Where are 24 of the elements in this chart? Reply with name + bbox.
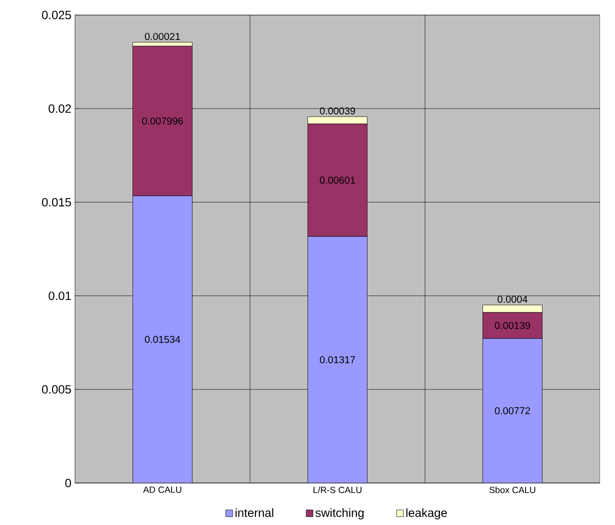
x-tick-label: AD CALU [143,486,182,493]
x-tick-label: Sbox CALU [489,486,536,494]
data-label: 0.0004 [498,296,528,303]
data-label: 0.00139 [494,322,530,329]
bar [132,196,192,483]
data-label: 0.007996 [142,117,183,125]
bar [308,236,368,483]
y-tick-label: 0.015 [42,198,71,206]
data-label: 0.00772 [494,407,530,414]
legend-label: switching [316,508,364,520]
y-tick-label: 0.02 [48,104,71,113]
legend-label: leakage [406,508,447,520]
y-tick-label: 0 [65,478,72,488]
data-label: 0.00039 [320,107,356,114]
data-label: 0.00601 [320,176,356,184]
legend-label: internal [236,508,274,518]
y-tick-label: 0.005 [42,385,71,394]
data-label: 0.01534 [144,336,180,343]
x-tick-label: L/R-S CALU [314,486,362,494]
bar [482,338,542,483]
data-label: 0.01317 [320,356,356,364]
y-tick-label: 0.025 [42,10,71,20]
y-tick-label: 0.01 [48,292,71,300]
data-label: 0.00021 [144,32,180,40]
